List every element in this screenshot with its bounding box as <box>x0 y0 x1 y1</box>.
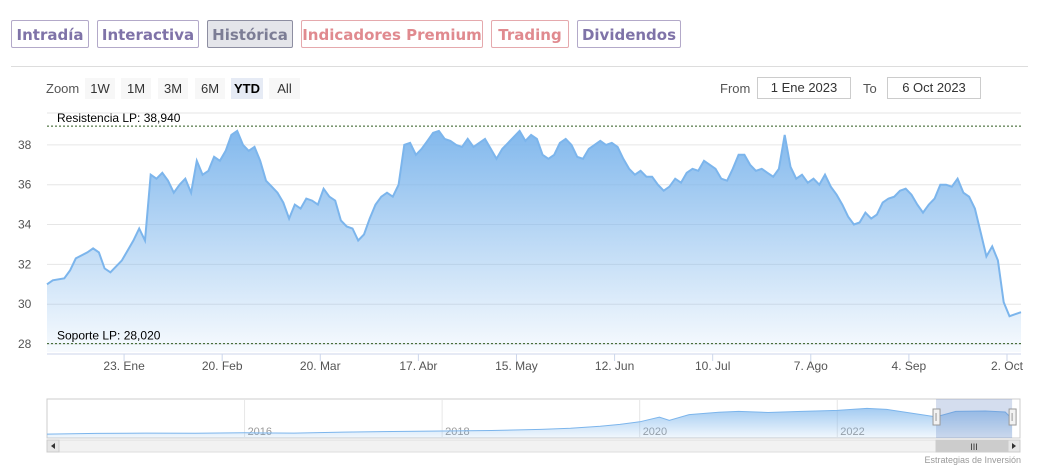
range-from-label: From <box>720 81 751 96</box>
tab-historica[interactable]: Histórica <box>207 20 293 48</box>
scrollbar-grip: III <box>970 442 978 452</box>
scroll-left-arrow-icon <box>51 443 55 449</box>
tab-trading[interactable]: Trading <box>491 20 569 48</box>
zoom-1w-button[interactable]: 1W <box>85 78 115 99</box>
x-tick-label: 12. Jun <box>595 359 634 373</box>
zoom-3m-button[interactable]: 3M <box>158 78 188 99</box>
reference-line-label: Resistencia LP: 38,940 <box>57 111 181 125</box>
y-tick-label: 34 <box>18 218 32 232</box>
credit-text: Estrategias de Inversión <box>924 455 1021 465</box>
zoom-all-button[interactable]: All <box>269 78 300 99</box>
reference-line-label: Soporte LP: 28,020 <box>57 329 161 343</box>
axes: 28 30 32 34 36 38 23. Ene 20. Feb 20. Mar 17. Abr… <box>18 138 1024 373</box>
x-tick-label: 17. Abr <box>399 359 437 373</box>
navigator[interactable]: 2016201820202022III <box>46 398 1021 453</box>
y-tick-label: 38 <box>18 138 32 152</box>
navigator-selection <box>936 399 1013 438</box>
price-area-fill <box>47 130 1021 352</box>
tab-intradia[interactable]: Intradía <box>11 20 89 48</box>
range-to-input[interactable]: 6 Oct 2023 <box>887 77 981 99</box>
x-tick-label: 23. Ene <box>103 359 145 373</box>
x-tick-label: 20. Mar <box>300 359 341 373</box>
navigator-area <box>47 408 1013 438</box>
scrollbar-track <box>46 439 1021 453</box>
price-series <box>46 129 1022 352</box>
x-tick-label: 15. May <box>495 359 538 373</box>
tab-dividendos[interactable]: Dividendos <box>577 20 681 48</box>
range-from-input[interactable]: 1 Ene 2023 <box>757 77 851 99</box>
scroll-right-arrow-icon <box>1012 443 1016 449</box>
price-line <box>46 129 1022 318</box>
x-tick-label: 20. Feb <box>202 359 243 373</box>
y-tick-label: 28 <box>18 337 32 351</box>
y-tick-label: 30 <box>18 297 32 311</box>
x-tick-label: 7. Ago <box>794 359 828 373</box>
x-tick-label: 2. Oct <box>991 359 1024 373</box>
x-tick-label: 4. Sep <box>892 359 927 373</box>
x-tick-label: 10. Jul <box>695 359 730 373</box>
tab-interactiva[interactable]: Interactiva <box>97 20 199 48</box>
zoom-label: Zoom <box>46 81 80 96</box>
top-divider <box>11 66 1028 67</box>
reference-lines: Resistencia LP: 38,940 Soporte LP: 28,020 <box>47 111 1021 345</box>
navigator-line <box>46 407 1013 435</box>
y-tick-label: 36 <box>18 178 32 192</box>
range-to-label: To <box>863 81 877 96</box>
tab-indicadores-premium[interactable]: Indicadores Premium <box>301 20 483 48</box>
zoom-6m-button[interactable]: 6M <box>195 78 225 99</box>
zoom-1m-button[interactable]: 1M <box>121 78 151 99</box>
zoom-ytd-button[interactable]: YTD <box>231 78 263 99</box>
y-tick-label: 32 <box>18 257 32 271</box>
